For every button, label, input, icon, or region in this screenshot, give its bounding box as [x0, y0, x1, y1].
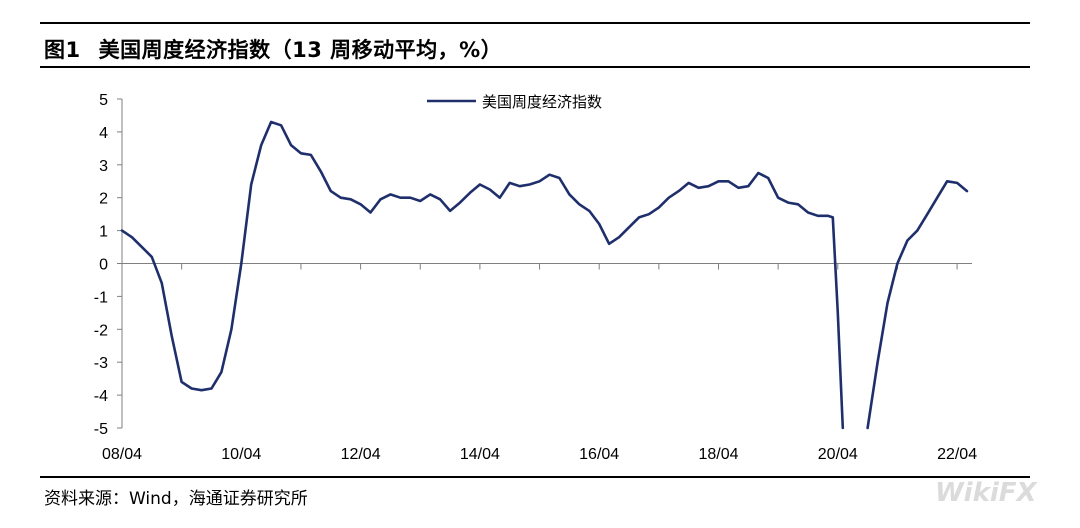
y-tick-label: 3: [99, 158, 108, 175]
y-tick-label: -1: [94, 289, 108, 306]
x-tick-labels: 08/04 10/04 12/04 14/04 16/04 18/04 20/04 22/04: [102, 446, 977, 463]
y-tick-labels: 5 4 3 2 1 0 -1 -2 -3 -4 -5: [94, 92, 108, 438]
chart-axes: [117, 98, 972, 429]
y-tick-label: -2: [94, 322, 108, 339]
series-lines: [120, 120, 969, 430]
figure-title: 图1 美国周度经济指数（13 周移动平均，%）: [44, 34, 502, 64]
y-tick-label: 2: [99, 191, 108, 208]
x-tick-label: 08/04: [102, 446, 142, 463]
x-tick-label: 20/04: [818, 446, 858, 463]
y-tick-label: -3: [94, 355, 108, 372]
y-tick-label: 0: [99, 257, 108, 274]
y-tick-label: 5: [99, 92, 108, 109]
y-tick-label: 4: [99, 125, 108, 142]
y-tick-label: -5: [94, 421, 108, 438]
top-rule: [40, 22, 1030, 24]
series-line: [120, 120, 845, 430]
x-tick-label: 10/04: [221, 446, 261, 463]
watermark-logo: WikiFX: [935, 478, 1037, 508]
x-tick-label: 18/04: [698, 446, 738, 463]
y-tick-label: 1: [99, 224, 108, 241]
y-tick-label: -4: [94, 388, 108, 405]
figure-label: 图1: [44, 38, 81, 62]
legend-label: 美国周度经济指数: [482, 93, 602, 111]
source-note: 资料来源：Wind，海通证券研究所: [44, 489, 308, 509]
bottom-rule: [40, 476, 1030, 478]
x-tick-label: 14/04: [460, 446, 500, 463]
x-tick-label: 16/04: [579, 446, 619, 463]
x-tick-label: 12/04: [341, 446, 381, 463]
figure-title-text: 美国周度经济指数（13 周移动平均，%）: [98, 38, 503, 62]
legend: 美国周度经济指数: [427, 93, 602, 111]
title-rule: [40, 66, 1030, 68]
line-chart: 5 4 3 2 1 0 -1 -2 -3 -4 -5 08/04 10/04 12/04 14/04 16/…: [94, 92, 977, 463]
series-line-after-gap: [866, 180, 969, 430]
x-tick-label: 22/04: [937, 446, 977, 463]
